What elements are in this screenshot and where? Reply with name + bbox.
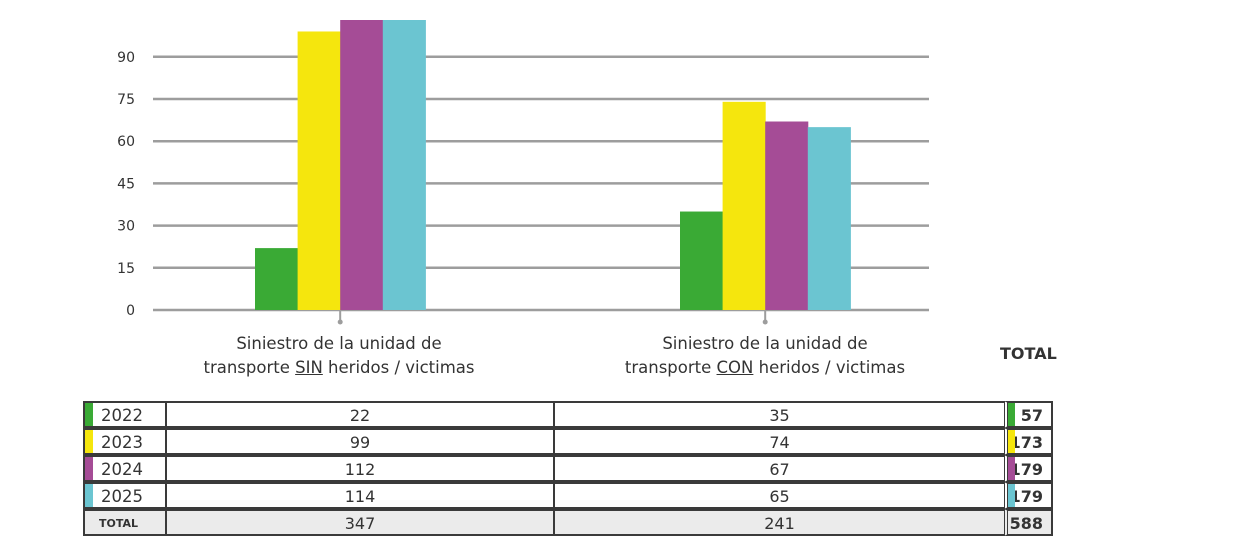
- bar-2023-sin: [297, 31, 341, 310]
- y-tick-label: 30: [117, 219, 135, 235]
- bar-2023-con: [722, 101, 766, 311]
- y-tick-label: 45: [117, 176, 135, 192]
- bar-2022-con: [680, 211, 724, 310]
- color-swatch: [1008, 430, 1015, 453]
- color-swatch: [85, 403, 93, 426]
- category-label-con: Siniestro de la unidad de transporte CON…: [585, 332, 945, 380]
- y-tick-label: 75: [117, 92, 135, 108]
- year-label: 2022: [101, 406, 143, 425]
- con-cell: 74: [553, 428, 1006, 455]
- label-underlined: SIN: [295, 358, 323, 377]
- sin-total: 347: [165, 509, 555, 536]
- total-header: TOTAL: [1000, 344, 1057, 363]
- color-swatch: [1008, 457, 1015, 480]
- x-tick-dot: [762, 319, 768, 325]
- year-label: 2025: [101, 487, 143, 506]
- sin-cell: 114: [165, 482, 555, 509]
- year-cell: 2024: [83, 455, 167, 482]
- label-underlined: CON: [716, 358, 754, 377]
- color-swatch: [85, 457, 93, 480]
- y-tick-label: 60: [117, 134, 135, 150]
- con-cell: 67: [553, 455, 1006, 482]
- year-label: 2023: [101, 433, 143, 452]
- total-value: 57: [1020, 406, 1043, 425]
- color-swatch: [85, 430, 93, 453]
- total-label: TOTAL: [83, 509, 167, 536]
- bar-2025-sin: [382, 20, 426, 310]
- table-total-row: TOTAL 347 241 588: [83, 509, 1053, 536]
- year-cell: 2023: [83, 428, 167, 455]
- table-row: 2022 22 35 57: [83, 401, 1053, 428]
- label-text: heridos / victimas: [322, 358, 475, 377]
- color-swatch: [1008, 403, 1015, 426]
- total-cell: 179: [1004, 482, 1053, 509]
- grand-total: 588: [1004, 509, 1053, 536]
- sin-cell: 99: [165, 428, 555, 455]
- bar-2024-con: [765, 121, 809, 310]
- category-label-line2: transporte CON heridos / victimas: [585, 356, 945, 380]
- table-row: 2023 99 74 173: [83, 428, 1053, 455]
- table-row: 2025 114 65 179: [83, 482, 1053, 509]
- table-row: 2024 112 67 179: [83, 455, 1053, 482]
- label-text: transporte: [203, 358, 296, 377]
- total-value: 179: [1009, 487, 1043, 506]
- bar-2022-sin: [255, 248, 299, 310]
- y-tick-label: 15: [117, 261, 135, 277]
- year-label: 2024: [101, 460, 143, 479]
- total-cell: 179: [1004, 455, 1053, 482]
- x-tick-dot: [337, 319, 343, 325]
- bar-2025-con: [807, 127, 851, 310]
- color-swatch: [1008, 484, 1015, 507]
- label-text: heridos / victimas: [753, 358, 906, 377]
- con-cell: 35: [553, 401, 1006, 428]
- y-tick-label: 90: [117, 50, 135, 66]
- con-cell: 65: [553, 482, 1006, 509]
- total-cell: 173: [1004, 428, 1053, 455]
- category-label-sin: Siniestro de la unidad de transporte SIN…: [159, 332, 519, 380]
- sin-cell: 22: [165, 401, 555, 428]
- total-value: 179: [1009, 460, 1043, 479]
- bar-chart: 0 15 30 45 60 75 90: [117, 20, 929, 325]
- total-cell: 57: [1004, 401, 1053, 428]
- label-text: transporte: [624, 358, 717, 377]
- color-swatch: [85, 484, 93, 507]
- bar-2024-sin: [340, 20, 384, 310]
- sin-cell: 112: [165, 455, 555, 482]
- year-cell: 2025: [83, 482, 167, 509]
- con-total: 241: [553, 509, 1006, 536]
- category-label-line1: Siniestro de la unidad de: [662, 334, 868, 353]
- category-label-line1: Siniestro de la unidad de: [236, 334, 442, 353]
- year-cell: 2022: [83, 401, 167, 428]
- y-tick-label: 0: [126, 303, 135, 319]
- total-value: 173: [1009, 433, 1043, 452]
- category-label-line2: transporte SIN heridos / victimas: [159, 356, 519, 380]
